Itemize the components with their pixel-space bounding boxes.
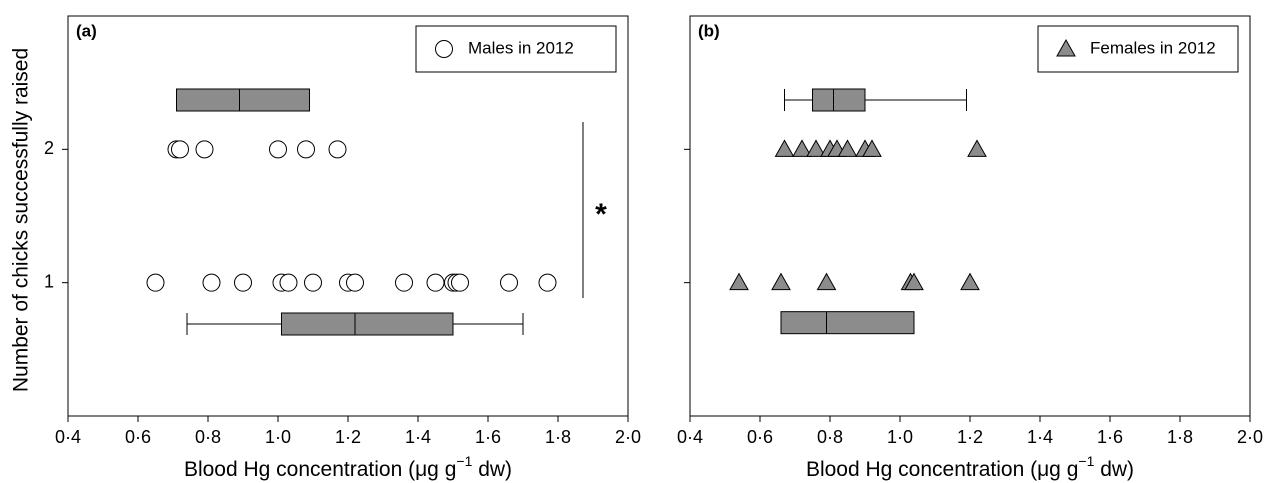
- point: [904, 272, 924, 291]
- point: [816, 272, 837, 291]
- x-tick-label: 1·8: [1167, 427, 1193, 447]
- plot-frame: [67, 15, 629, 417]
- point: [771, 272, 791, 291]
- legend-label: Males in 2012: [468, 38, 574, 57]
- point: [304, 273, 322, 292]
- x-tick-label: 1·4: [1027, 427, 1053, 447]
- x-tick-label: 0·8: [817, 427, 843, 447]
- point: [451, 273, 469, 292]
- point: [328, 140, 347, 159]
- y-axis-label: Number of chicks successfully raised: [10, 48, 33, 392]
- point: [862, 139, 882, 157]
- x-tick-label: 1·0: [887, 427, 913, 447]
- x-axis-label-end: dw): [472, 458, 512, 481]
- box: [780, 311, 915, 335]
- x-axis-label: Blood Hg concentration (μg g−1 dw): [806, 453, 1134, 481]
- point: [171, 140, 189, 159]
- x-tick-label: 0·6: [747, 427, 773, 447]
- x-tick-label: 1·6: [1097, 427, 1123, 447]
- x-tick-label: 2·0: [615, 427, 641, 447]
- x-axis-label: Blood Hg concentration (μg g−1 dw): [184, 453, 512, 481]
- panel-label: (a): [76, 21, 97, 40]
- x-axis-label-sup: −1: [456, 453, 472, 469]
- x-axis-label-text: Blood Hg concentration (μg g: [184, 458, 456, 481]
- point: [538, 273, 557, 292]
- point: [500, 273, 518, 292]
- point: [729, 272, 749, 291]
- x-tick-label: 0·4: [55, 427, 81, 447]
- y-tick-label: 1: [44, 271, 54, 291]
- point: [426, 273, 445, 292]
- legend-marker: [1056, 38, 1076, 57]
- x-tick-label: 0·6: [125, 427, 151, 447]
- x-tick-label: 1·4: [405, 427, 431, 447]
- point: [146, 273, 165, 292]
- point: [234, 273, 252, 292]
- point: [297, 140, 315, 159]
- point: [195, 140, 214, 159]
- point: [202, 273, 221, 292]
- panel-label: (b): [698, 21, 720, 40]
- x-tick-label: 1·8: [545, 427, 571, 447]
- x-tick-label: 1·0: [265, 427, 291, 447]
- significance-marker: *: [595, 198, 607, 231]
- x-tick-label: 1·2: [335, 427, 361, 447]
- point: [279, 273, 298, 292]
- point: [395, 273, 413, 292]
- box: [812, 88, 866, 112]
- x-tick-label: 2·0: [1237, 427, 1263, 447]
- point: [792, 139, 812, 157]
- point: [960, 272, 980, 291]
- x-axis-label-sup: −1: [1078, 453, 1094, 469]
- x-tick-label: 1·6: [475, 427, 501, 447]
- box: [176, 88, 310, 112]
- y-tick-label: 2: [44, 138, 54, 158]
- x-axis-label-end: dw): [1094, 458, 1134, 481]
- point: [837, 139, 858, 157]
- point: [774, 139, 795, 157]
- legend-marker: [435, 40, 453, 58]
- point: [346, 273, 364, 292]
- plot-frame: [689, 15, 1251, 417]
- box: [281, 312, 454, 336]
- x-tick-label: 0·4: [677, 427, 703, 447]
- point: [967, 139, 987, 157]
- x-tick-label: 1·2: [957, 427, 983, 447]
- point: [806, 139, 826, 157]
- legend-label: Females in 2012: [1090, 38, 1216, 57]
- x-tick-label: 0·8: [195, 427, 221, 447]
- point: [269, 140, 287, 159]
- x-axis-label-text: Blood Hg concentration (μg g: [806, 458, 1078, 481]
